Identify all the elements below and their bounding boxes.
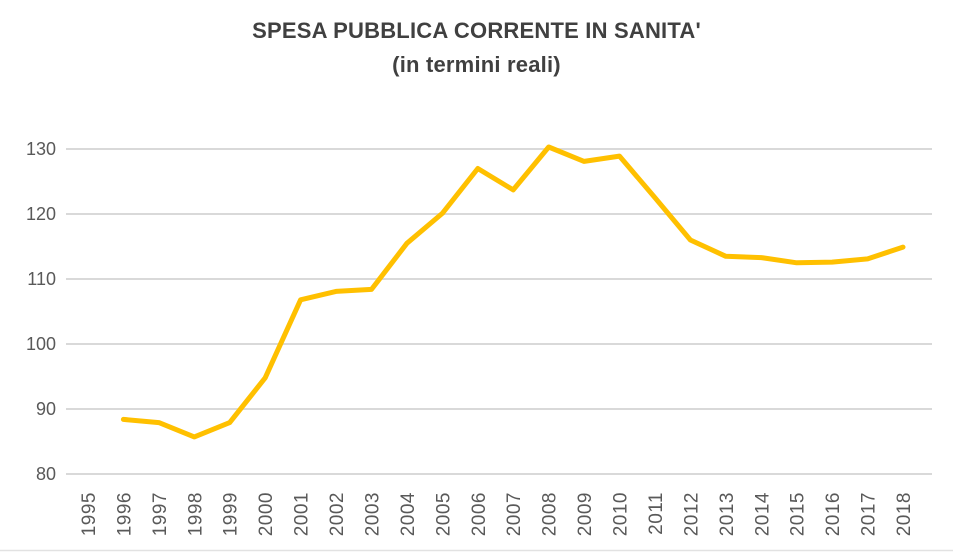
y-axis-tick-label: 110: [27, 269, 56, 289]
chart-header: SPESA PUBBLICA CORRENTE IN SANITA' (in t…: [0, 14, 953, 82]
x-axis-tick-label: 2010: [611, 492, 632, 536]
x-axis-tick-label: 2015: [788, 492, 809, 536]
y-axis-tick-label: 80: [36, 464, 56, 484]
y-axis-tick-label: 100: [26, 334, 56, 354]
data-line-series: [120, 144, 906, 440]
x-axis-tick-label: 2002: [327, 492, 348, 536]
x-axis-tick-label: 1996: [114, 492, 135, 536]
x-axis-tick-label: 2013: [717, 492, 738, 536]
x-axis-tick-label: 2011: [646, 492, 667, 535]
x-axis-tick-label: 2004: [398, 492, 419, 536]
x-axis-tick-label: 2018: [894, 492, 915, 536]
x-axis-tick-label: 1998: [185, 492, 206, 536]
x-axis-tick-label: 1995: [79, 492, 100, 536]
y-axis-tick-label: 90: [36, 399, 56, 419]
x-axis-tick-label: 2007: [504, 492, 525, 536]
x-axis-tick-label: 2006: [469, 492, 490, 536]
x-axis-tick-label: 2016: [823, 492, 844, 536]
x-axis-tick-label: 2001: [292, 492, 313, 536]
x-axis-tick-label: 1999: [221, 492, 242, 536]
chart-subtitle: (in termini reali): [392, 52, 561, 78]
x-axis-tick-label: 2009: [575, 492, 596, 536]
x-axis-tick-label: 2003: [362, 492, 383, 536]
x-axis-tick-label: 2008: [540, 492, 561, 536]
x-axis-tick-label: 2014: [752, 492, 773, 536]
x-axis-tick-label: 2012: [681, 492, 702, 536]
x-axis-tick-label: 2000: [256, 492, 277, 536]
y-axis-tick-label: 130: [26, 139, 56, 159]
x-axis-tick-label: 1997: [150, 492, 171, 536]
x-axis-tick-label: 2005: [433, 492, 454, 536]
x-axis-tick-label: 2017: [859, 492, 880, 536]
chart-title: SPESA PUBBLICA CORRENTE IN SANITA': [252, 18, 701, 43]
y-axis-tick-label: 120: [26, 204, 56, 224]
